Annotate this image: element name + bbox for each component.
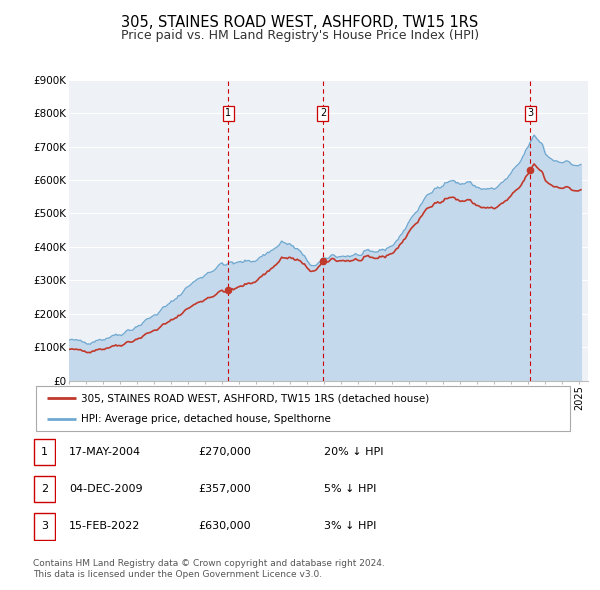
Text: 1: 1 <box>41 447 48 457</box>
FancyBboxPatch shape <box>34 476 55 502</box>
Text: 3: 3 <box>41 522 48 531</box>
Text: 04-DEC-2009: 04-DEC-2009 <box>69 484 143 494</box>
Text: Contains HM Land Registry data © Crown copyright and database right 2024.: Contains HM Land Registry data © Crown c… <box>33 559 385 568</box>
FancyBboxPatch shape <box>34 513 55 539</box>
Text: 5% ↓ HPI: 5% ↓ HPI <box>324 484 376 494</box>
Text: This data is licensed under the Open Government Licence v3.0.: This data is licensed under the Open Gov… <box>33 571 322 579</box>
Text: £357,000: £357,000 <box>198 484 251 494</box>
Text: £630,000: £630,000 <box>198 522 251 531</box>
Text: 2: 2 <box>320 108 326 118</box>
Text: £270,000: £270,000 <box>198 447 251 457</box>
Text: 1: 1 <box>226 108 232 118</box>
Text: 305, STAINES ROAD WEST, ASHFORD, TW15 1RS: 305, STAINES ROAD WEST, ASHFORD, TW15 1R… <box>121 15 479 30</box>
Text: 3: 3 <box>527 108 533 118</box>
Text: 2: 2 <box>41 484 48 494</box>
Text: 17-MAY-2004: 17-MAY-2004 <box>69 447 141 457</box>
Text: Price paid vs. HM Land Registry's House Price Index (HPI): Price paid vs. HM Land Registry's House … <box>121 30 479 42</box>
Text: 305, STAINES ROAD WEST, ASHFORD, TW15 1RS (detached house): 305, STAINES ROAD WEST, ASHFORD, TW15 1R… <box>82 394 430 404</box>
FancyBboxPatch shape <box>36 386 570 431</box>
Text: 20% ↓ HPI: 20% ↓ HPI <box>324 447 383 457</box>
Text: 3% ↓ HPI: 3% ↓ HPI <box>324 522 376 531</box>
FancyBboxPatch shape <box>34 439 55 465</box>
Text: 15-FEB-2022: 15-FEB-2022 <box>69 522 140 531</box>
Text: HPI: Average price, detached house, Spelthorne: HPI: Average price, detached house, Spel… <box>82 414 331 424</box>
